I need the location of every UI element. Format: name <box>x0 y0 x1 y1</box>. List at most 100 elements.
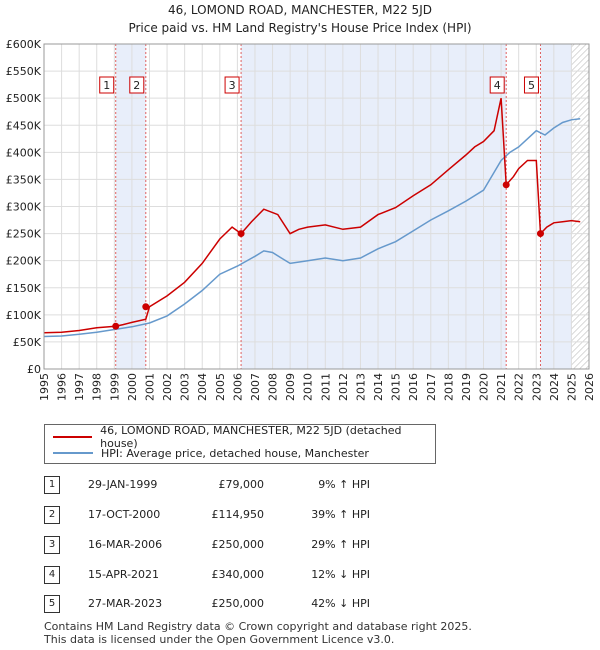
y-tick-label: £300K <box>6 201 42 214</box>
footer-note: Contains HM Land Registry data © Crown c… <box>44 620 472 646</box>
x-tick-label: 2001 <box>143 373 156 401</box>
transaction-date: 17-OCT-2000 <box>88 508 161 521</box>
marker-box-3 <box>224 76 240 94</box>
sale-point-2 <box>142 303 150 311</box>
sale-point-4 <box>502 181 510 189</box>
y-tick-label: £500K <box>6 92 42 105</box>
marker-box-1 <box>99 76 115 94</box>
sale-point-1 <box>112 322 120 330</box>
x-tick-label: 2019 <box>460 373 473 401</box>
legend-item-property: 46, LOMOND ROAD, MANCHESTER, M22 5JD (de… <box>53 424 435 450</box>
x-tick-label: 2013 <box>354 373 367 401</box>
y-tick-label: £400K <box>6 146 42 159</box>
transaction-row: 3 16-MAR-2006 £250,000 29% ↑ HPI <box>44 536 464 556</box>
transaction-price: £250,000 <box>211 597 265 610</box>
x-tick-label: 2010 <box>302 373 315 401</box>
x-tick-label: 2016 <box>407 373 420 401</box>
y-tick-label: £250K <box>6 228 42 241</box>
x-tick-label: 2002 <box>161 373 174 401</box>
legend-swatch-property <box>53 436 93 438</box>
legend-label-property: 46, LOMOND ROAD, MANCHESTER, M22 5JD (de… <box>100 424 402 450</box>
transaction-price: £250,000 <box>211 538 265 551</box>
transaction-number: 4 <box>44 566 60 584</box>
transaction-hpi: 12% ↓ HPI <box>311 568 370 581</box>
hpi-series-line <box>43 118 581 338</box>
plot-frame <box>43 43 590 370</box>
hatch-line <box>591 44 600 369</box>
y-tick-label: £350K <box>6 173 42 186</box>
sale-point-3 <box>237 230 245 238</box>
x-tick-label: 2017 <box>425 373 438 401</box>
transaction-row: 1 29-JAN-1999 £79,000 9% ↑ HPI <box>44 476 464 496</box>
x-tick-label: 2012 <box>337 373 350 401</box>
transaction-date: 16-MAR-2006 <box>88 538 163 551</box>
marker-box-5 <box>523 76 539 94</box>
x-tick-label: 2003 <box>179 373 192 401</box>
x-tick-label: 2011 <box>319 373 332 401</box>
y-tick-label: £550K <box>6 65 42 78</box>
sale-point-5 <box>536 230 544 238</box>
x-tick-label: 2021 <box>495 373 508 401</box>
price-chart: 46, LOMOND ROAD, MANCHESTER, M22 5JD Pri… <box>6 3 600 401</box>
x-tick-label: 2022 <box>513 373 526 401</box>
transaction-number: 2 <box>44 506 60 524</box>
transaction-date: 27-MAR-2023 <box>88 597 163 610</box>
x-tick-label: 2004 <box>196 373 209 401</box>
x-tick-label: 2026 <box>583 373 596 401</box>
transaction-number: 5 <box>44 595 60 613</box>
x-tick-label: 2015 <box>390 373 403 401</box>
transaction-number: 3 <box>44 536 60 554</box>
x-tick-label: 2024 <box>548 373 561 401</box>
y-tick-label: £450K <box>6 119 42 132</box>
transaction-date: 29-JAN-1999 <box>88 478 158 491</box>
marker-label-1: 1 <box>103 79 110 92</box>
y-tick-label: £150K <box>6 282 42 295</box>
x-tick-label: 1995 <box>38 373 51 401</box>
transaction-hpi: 29% ↑ HPI <box>311 538 370 551</box>
transaction-row: 4 15-APR-2021 £340,000 12% ↓ HPI <box>44 566 464 586</box>
transaction-row: 5 27-MAR-2023 £250,000 42% ↓ HPI <box>44 595 464 615</box>
property-series-line <box>43 98 581 334</box>
x-tick-label: 2006 <box>231 373 244 401</box>
legend: 46, LOMOND ROAD, MANCHESTER, M22 5JD (de… <box>44 424 436 464</box>
chart-subtitle: Price paid vs. HM Land Registry's House … <box>128 21 471 35</box>
transaction-row: 2 17-OCT-2000 £114,950 39% ↑ HPI <box>44 506 464 526</box>
transaction-hpi: 9% ↑ HPI <box>318 478 370 491</box>
x-tick-label: 2009 <box>284 373 297 401</box>
y-tick-label: £600K <box>6 38 42 51</box>
x-tick-label: 2000 <box>126 373 139 401</box>
transaction-number: 1 <box>44 476 60 494</box>
x-tick-label: 1997 <box>73 373 86 401</box>
marker-label-5: 5 <box>528 79 535 92</box>
x-tick-label: 1998 <box>91 373 104 401</box>
x-tick-label: 2020 <box>478 373 491 401</box>
legend-item-hpi: HPI: Average price, detached house, Manc… <box>53 445 369 461</box>
y-tick-label: £50K <box>13 336 42 349</box>
x-tick-label: 2025 <box>565 373 578 401</box>
x-tick-label: 2018 <box>442 373 455 401</box>
y-tick-label: £0 <box>27 363 41 376</box>
x-tick-label: 2007 <box>249 373 262 401</box>
marker-label-4: 4 <box>494 79 501 92</box>
x-tick-label: 2005 <box>214 373 227 401</box>
transaction-price: £114,950 <box>211 508 265 521</box>
x-tick-label: 2023 <box>530 373 543 401</box>
transaction-hpi: 39% ↑ HPI <box>311 508 370 521</box>
legend-label-hpi: HPI: Average price, detached house, Manc… <box>101 446 369 460</box>
x-tick-label: 2014 <box>372 373 385 401</box>
marker-box-4 <box>489 76 505 94</box>
x-tick-label: 1999 <box>108 373 121 401</box>
legend-swatch-hpi <box>53 452 93 454</box>
chart-title: 46, LOMOND ROAD, MANCHESTER, M22 5JD <box>168 3 432 17</box>
y-tick-label: £200K <box>6 255 42 268</box>
marker-label-2: 2 <box>133 79 140 92</box>
transaction-hpi: 42% ↓ HPI <box>311 597 370 610</box>
footer-license: This data is licensed under the Open Gov… <box>44 633 395 646</box>
marker-box-2 <box>129 76 145 94</box>
marker-label-3: 3 <box>229 79 236 92</box>
y-tick-label: £100K <box>6 309 42 322</box>
transaction-price: £79,000 <box>218 478 265 491</box>
transaction-date: 15-APR-2021 <box>88 568 160 581</box>
transaction-price: £340,000 <box>211 568 265 581</box>
x-tick-label: 1996 <box>56 373 69 401</box>
